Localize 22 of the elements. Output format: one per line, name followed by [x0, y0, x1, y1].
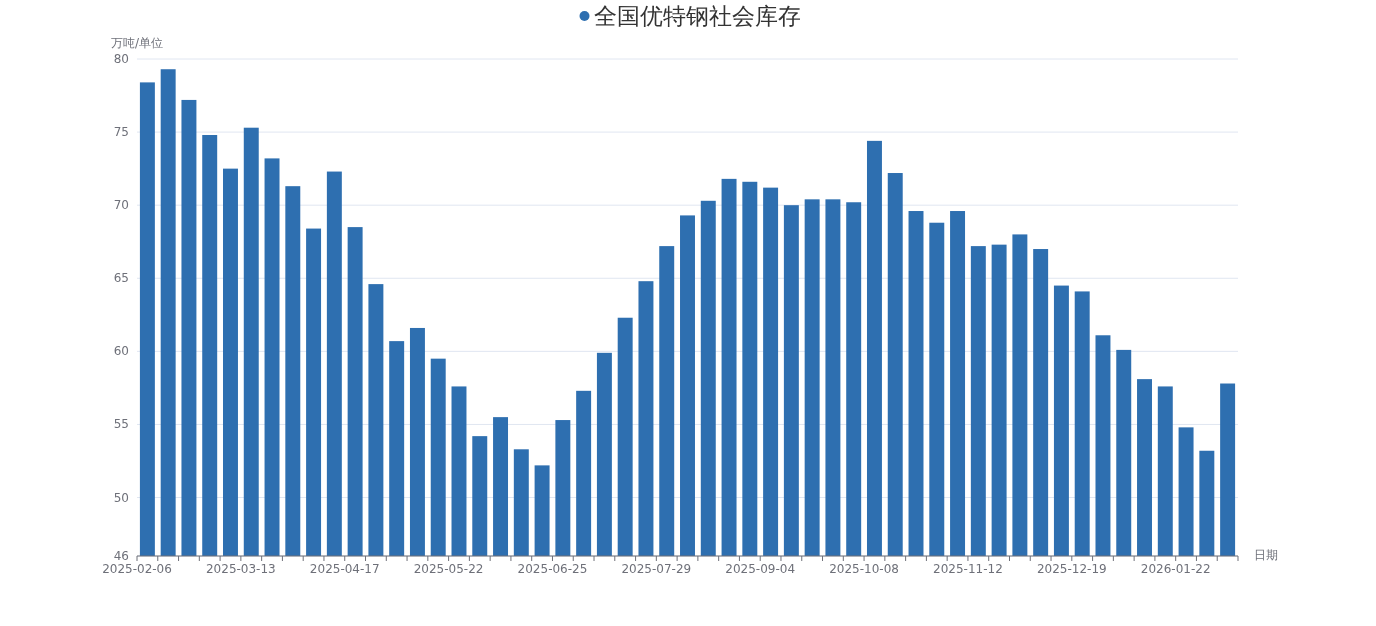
- y-tick-label: 65: [113, 271, 129, 286]
- x-tick-label: 2025-11-12: [933, 562, 1003, 576]
- y-tick-label: 46: [113, 549, 129, 563]
- x-tick-label: 2026-01-22: [1140, 562, 1211, 576]
- y-tick-label: 75: [113, 125, 129, 140]
- x-axis-title: 日期: [1254, 548, 1278, 562]
- y-tick-label: 60: [113, 344, 129, 359]
- x-tick-label: 2025-09-04: [725, 562, 796, 576]
- x-tick-label: 2025-05-22: [413, 562, 484, 576]
- y-tick-label: 50: [113, 490, 129, 505]
- x-tick-label: 2025-04-17: [309, 562, 380, 576]
- y-tick-label: 80: [113, 52, 129, 66]
- x-tick-label: 2025-12-19: [1036, 562, 1107, 576]
- x-tick-label: 2025-02-06: [102, 562, 172, 576]
- y-axis-title: 万吨/单位: [110, 36, 164, 50]
- x-tick-label: 2025-07-29: [621, 562, 692, 576]
- legend-label: 全国优特钢社会库存: [593, 3, 801, 29]
- x-tick-label: 2025-10-08: [829, 562, 899, 576]
- y-tick-label: 70: [113, 198, 129, 213]
- x-tick-label: 2025-06-25: [517, 562, 588, 576]
- x-tick-label: 2025-03-13: [205, 562, 276, 576]
- y-tick-label: 55: [113, 417, 129, 432]
